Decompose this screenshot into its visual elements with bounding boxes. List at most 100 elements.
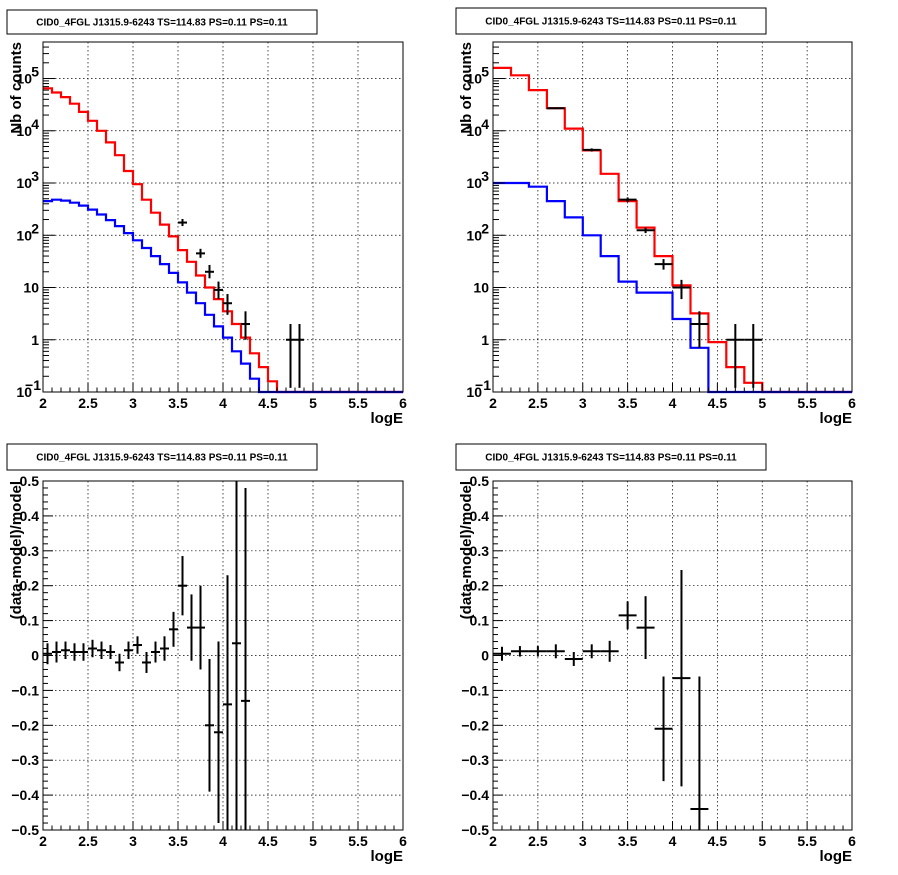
- data-point: [160, 636, 169, 661]
- x-tick-label: 3: [579, 395, 587, 411]
- data-point: [493, 646, 511, 661]
- y-tick-label: 0.5: [20, 473, 40, 489]
- data-point: [214, 641, 223, 824]
- data-point: [241, 487, 250, 830]
- x-tick-label: 5: [758, 395, 766, 411]
- x-tick-label: 3.5: [618, 833, 638, 849]
- data-point: [636, 596, 655, 659]
- data-point: [43, 643, 52, 665]
- y-tick-label: 10: [466, 71, 482, 87]
- y-tick-label: 0.1: [20, 613, 40, 629]
- y-tick-exponent: −1: [25, 377, 41, 393]
- x-tick-label: 2.5: [528, 833, 548, 849]
- x-tick-label: 3.5: [168, 395, 188, 411]
- data-point: [510, 646, 529, 657]
- data-point: [196, 248, 205, 258]
- y-tick-label: 1: [481, 332, 489, 348]
- data-point: [636, 227, 655, 234]
- data-point: [582, 644, 601, 659]
- data-point: [223, 575, 232, 830]
- x-tick-label: 5: [309, 395, 317, 411]
- y-axis-label: (data-model)/model: [458, 481, 475, 619]
- y-tick-label: −0.3: [11, 752, 39, 768]
- x-tick-label: 3: [579, 833, 587, 849]
- data-point: [528, 646, 547, 657]
- data-point: [690, 311, 709, 348]
- data-point: [205, 658, 214, 792]
- data-point: [52, 641, 61, 663]
- data-point: [88, 639, 97, 658]
- data-point: [690, 676, 709, 830]
- chart-panel-1: CID0_4FGL J1315.9-6243 TS=114.83 PS=0.11…: [6, 9, 407, 427]
- data-point: [546, 644, 565, 659]
- data-point: [97, 641, 106, 659]
- data-point: [142, 652, 151, 673]
- data-point: [79, 643, 88, 661]
- x-tick-label: 5: [758, 833, 766, 849]
- x-tick-label: 6: [399, 833, 407, 849]
- data-point: [618, 197, 637, 203]
- x-axis-label: logE: [820, 410, 853, 427]
- x-tick-label: 2: [489, 833, 497, 849]
- y-tick-label: 10: [16, 175, 32, 191]
- y-tick-exponent: −1: [475, 377, 491, 393]
- title-box: [455, 443, 767, 471]
- y-tick-exponent: 3: [481, 168, 489, 184]
- y-tick-label: 0.1: [470, 613, 490, 629]
- y-tick-label: −0.5: [461, 822, 489, 838]
- y-tick-label: −0.4: [11, 787, 39, 803]
- y-tick-label: 0.4: [20, 508, 40, 524]
- data-point: [151, 641, 160, 663]
- y-axis-label: Nb of counts: [8, 42, 25, 134]
- y-tick-label: 10: [466, 384, 482, 400]
- x-axis-label: logE: [371, 848, 404, 865]
- data-point: [178, 556, 187, 616]
- x-tick-label: 5.5: [797, 395, 817, 411]
- x-tick-label: 4: [669, 833, 677, 849]
- x-tick-label: 4.5: [258, 395, 278, 411]
- y-tick-exponent: 2: [481, 220, 489, 236]
- chart-title: CID0_4FGL J1315.9-6243 TS=114.83 PS=0.11…: [485, 453, 737, 464]
- y-tick-label: 0.4: [470, 508, 490, 524]
- data-point: [205, 264, 214, 279]
- data-point: [70, 643, 79, 661]
- x-tick-label: 2.5: [78, 833, 98, 849]
- data-point: [133, 636, 142, 654]
- data-point: [295, 324, 304, 388]
- chart-title: CID0_4FGL J1315.9-6243 TS=114.83 PS=0.11…: [36, 18, 288, 29]
- data-point: [672, 569, 691, 787]
- x-tick-label: 6: [848, 833, 856, 849]
- y-tick-label: −0.4: [461, 787, 489, 803]
- y-tick-label: −0.1: [461, 682, 489, 698]
- data-point: [232, 481, 241, 830]
- data-point: [546, 107, 565, 110]
- data-point: [564, 652, 583, 666]
- chart-panel-3: CID0_4FGL J1315.9-6243 TS=114.83 PS=0.11…: [6, 443, 407, 865]
- data-point: [223, 294, 232, 315]
- y-tick-label: 0.3: [20, 543, 40, 559]
- x-tick-label: 2: [39, 395, 47, 411]
- title-box: [6, 443, 318, 471]
- y-tick-label: 10: [16, 123, 32, 139]
- x-tick-label: 4.5: [258, 833, 278, 849]
- x-tick-label: 3: [129, 833, 137, 849]
- x-tick-label: 3.5: [168, 833, 188, 849]
- y-tick-exponent: 4: [481, 116, 489, 132]
- chart-title: CID0_4FGL J1315.9-6243 TS=114.83 PS=0.11…: [36, 453, 288, 464]
- y-tick-label: −0.2: [11, 717, 39, 733]
- data-point: [178, 218, 187, 227]
- data-point: [214, 281, 223, 300]
- y-tick-exponent: 2: [31, 220, 39, 236]
- x-tick-label: 5.5: [348, 395, 368, 411]
- y-tick-label: 0.2: [20, 578, 40, 594]
- y-tick-label: 0.2: [470, 578, 490, 594]
- data-point: [672, 279, 691, 300]
- data-point: [106, 645, 115, 659]
- data-point: [286, 324, 295, 388]
- x-tick-label: 5.5: [797, 833, 817, 849]
- x-tick-label: 6: [848, 395, 856, 411]
- y-tick-label: 0: [31, 648, 39, 664]
- y-tick-label: −0.3: [461, 752, 489, 768]
- y-axis-label: (data-model)/model: [8, 481, 25, 619]
- x-tick-label: 4.5: [708, 833, 728, 849]
